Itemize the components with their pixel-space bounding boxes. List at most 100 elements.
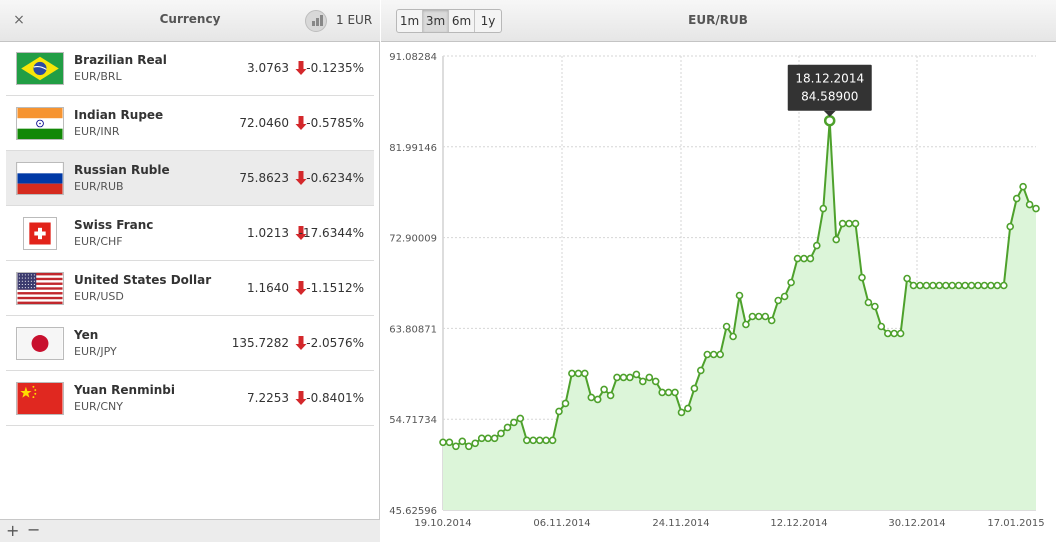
data-point[interactable]	[716, 350, 725, 359]
data-point[interactable]	[922, 281, 931, 290]
data-point[interactable]	[754, 312, 763, 321]
data-point[interactable]	[748, 312, 757, 321]
data-point[interactable]	[439, 438, 447, 447]
range-button-1y[interactable]: 1y	[480, 14, 496, 28]
data-point[interactable]	[909, 281, 918, 290]
data-point[interactable]	[703, 350, 712, 359]
data-point[interactable]	[787, 278, 795, 287]
data-point[interactable]	[929, 281, 937, 290]
data-point[interactable]	[709, 350, 718, 359]
range-button-6m[interactable]: 6m	[449, 10, 475, 32]
close-button[interactable]: ×	[13, 12, 25, 28]
data-point[interactable]	[561, 399, 570, 408]
currency-row[interactable]: Yuan Renminbi EUR/CNY 7.2253 -0.8401%	[6, 371, 374, 426]
data-point[interactable]	[523, 436, 531, 445]
currency-row[interactable]: Russian Ruble EUR/RUB 75.8623 -0.6234%	[6, 151, 374, 206]
data-point[interactable]	[948, 281, 957, 290]
remove-currency-button[interactable]: −	[27, 520, 41, 539]
data-point[interactable]	[742, 320, 750, 329]
data-point[interactable]	[581, 369, 589, 378]
data-point[interactable]	[664, 388, 673, 397]
data-point[interactable]	[555, 407, 563, 416]
data-point[interactable]	[613, 373, 621, 382]
data-point[interactable]	[619, 373, 628, 382]
currency-row[interactable]: Swiss Franc EUR/CHF 1.0213 -17.6344%	[6, 206, 374, 261]
data-point[interactable]	[574, 369, 583, 378]
data-point[interactable]	[658, 388, 667, 397]
data-point[interactable]	[1006, 222, 1015, 231]
data-point[interactable]	[858, 273, 866, 282]
data-point[interactable]	[961, 281, 969, 290]
data-point[interactable]	[812, 241, 821, 250]
data-point[interactable]	[497, 429, 505, 438]
data-point[interactable]	[767, 316, 776, 325]
data-point[interactable]	[490, 434, 499, 443]
currency-row[interactable]: Indian Rupee EUR/INR 72.0460 -0.5785%	[6, 96, 374, 151]
data-point[interactable]	[587, 393, 596, 402]
data-point[interactable]	[465, 442, 473, 451]
data-point[interactable]	[568, 369, 576, 378]
data-point[interactable]	[626, 373, 634, 382]
data-point[interactable]	[458, 437, 467, 446]
data-point[interactable]	[761, 312, 770, 321]
data-point[interactable]	[877, 322, 886, 331]
data-point[interactable]	[967, 281, 976, 290]
data-point[interactable]	[823, 114, 836, 127]
data-point[interactable]	[883, 329, 892, 338]
data-point[interactable]	[980, 281, 989, 290]
currency-row[interactable]: Yen EUR/JPY 135.7282 -2.0576%	[6, 316, 374, 371]
data-point[interactable]	[800, 254, 808, 263]
data-point[interactable]	[896, 329, 905, 338]
data-point[interactable]	[535, 436, 544, 445]
data-point[interactable]	[851, 219, 860, 228]
data-point[interactable]	[529, 436, 537, 445]
currency-row[interactable]: Brazilian Real EUR/BRL 3.0763 -0.1235%	[6, 41, 374, 96]
data-point[interactable]	[638, 377, 647, 386]
data-point[interactable]	[903, 274, 911, 283]
data-point[interactable]	[452, 442, 460, 451]
data-point[interactable]	[690, 384, 699, 393]
data-point[interactable]	[935, 281, 944, 290]
range-button-3m[interactable]: 3m	[423, 10, 449, 32]
rate-chart[interactable]: 91.08284 81.99146 72.90009 63.80871 54.71734…	[381, 42, 1056, 542]
data-point[interactable]	[987, 281, 995, 290]
data-point[interactable]	[845, 219, 853, 228]
data-point[interactable]	[729, 332, 737, 341]
data-point[interactable]	[1012, 194, 1021, 203]
data-point[interactable]	[484, 434, 492, 443]
data-point[interactable]	[671, 388, 679, 397]
data-point[interactable]	[606, 391, 615, 400]
data-point[interactable]	[722, 322, 731, 331]
data-point[interactable]	[632, 370, 641, 379]
data-point[interactable]	[516, 414, 525, 423]
data-point[interactable]	[974, 281, 982, 290]
data-point[interactable]	[542, 436, 550, 445]
data-point[interactable]	[774, 296, 783, 305]
data-point[interactable]	[916, 281, 924, 290]
data-point[interactable]	[819, 204, 828, 213]
data-point[interactable]	[677, 408, 686, 417]
data-point[interactable]	[832, 235, 841, 244]
data-point[interactable]	[735, 291, 744, 300]
chart-stats-button[interactable]	[305, 10, 327, 32]
data-point[interactable]	[593, 395, 602, 404]
data-point[interactable]	[510, 418, 518, 427]
data-point[interactable]	[445, 438, 454, 447]
data-point[interactable]	[941, 281, 950, 290]
add-currency-button[interactable]: +	[6, 521, 20, 540]
data-point[interactable]	[838, 219, 847, 228]
data-point[interactable]	[477, 434, 486, 443]
currency-row[interactable]: United States Dollar EUR/USD 1.1640 -1.1512…	[6, 261, 374, 316]
data-point[interactable]	[1025, 200, 1034, 209]
data-point[interactable]	[471, 439, 479, 448]
data-point[interactable]	[864, 298, 873, 307]
data-point[interactable]	[548, 436, 557, 445]
data-point[interactable]	[684, 404, 692, 413]
data-point[interactable]	[871, 302, 879, 311]
data-point[interactable]	[600, 385, 608, 394]
data-point[interactable]	[993, 281, 1002, 290]
data-point[interactable]	[651, 377, 660, 386]
data-point[interactable]	[696, 366, 705, 375]
data-point[interactable]	[806, 254, 815, 263]
data-point[interactable]	[645, 373, 654, 382]
